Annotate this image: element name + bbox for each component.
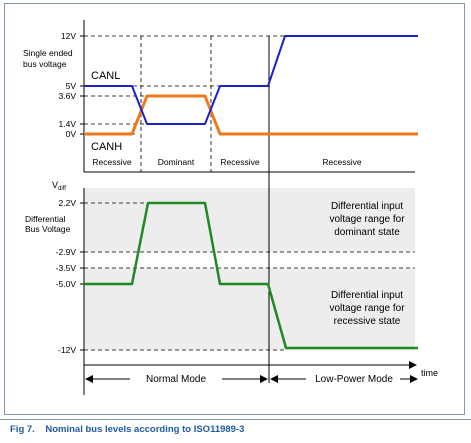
differential-trace	[84, 201, 418, 350]
bottom-grid	[84, 202, 415, 351]
low-power-mode-label: Low-Power Mode	[315, 374, 393, 385]
normal-mode-label: Normal Mode	[146, 374, 206, 385]
tick-label-minus-2-9v: -2.9V	[56, 247, 77, 257]
time-axis-label: time	[421, 368, 438, 378]
dominant-range-note-line1: Differential input	[331, 201, 403, 212]
vdiff-axis-title: Vdiff	[52, 180, 66, 192]
top-axis-title-line2: bus voltage	[23, 59, 67, 69]
figure-caption: Fig 7. Nominal bus levels according to I…	[10, 424, 245, 435]
bottom-side-label-line1: Differential	[25, 214, 66, 224]
tick-label-5v: 5V	[66, 81, 77, 91]
tick-label-0v: 0V	[66, 129, 77, 139]
canl-label: CANL	[91, 70, 120, 82]
tick-label-12v: 12V	[61, 31, 76, 41]
canh-label: CANH	[91, 141, 122, 153]
tick-label-2-2v: 2.2V	[59, 198, 77, 208]
bottom-y-tick-marks	[80, 202, 84, 351]
canl-trace	[84, 35, 418, 125]
tick-label-minus-5-0v: -5.0V	[56, 279, 77, 289]
bus-levels-figure: Single ended bus voltage 12V 5V 3.6V 1.4…	[23, 20, 438, 395]
top-axis-title-line1: Single ended	[23, 48, 73, 58]
tick-label-minus-12v: -12V	[58, 345, 76, 355]
phase-dividers	[140, 36, 212, 172]
dominant-range-note-line2: voltage range for	[329, 214, 405, 225]
recessive-range-note-line3: recessive state	[334, 316, 401, 327]
state-label-dominant: Dominant	[158, 157, 195, 167]
top-y-tick-marks	[80, 35, 84, 135]
recessive-range-note-line1: Differential input	[331, 290, 403, 301]
recessive-range-band	[84, 268, 415, 350]
state-label-recessive-3: Recessive	[322, 157, 361, 167]
tick-label-3-6v: 3.6V	[59, 91, 77, 101]
dominant-range-note-line3: dominant state	[334, 227, 400, 238]
state-label-recessive-2: Recessive	[220, 157, 259, 167]
tick-label-1-4v: 1.4V	[59, 119, 77, 129]
recessive-range-note-line2: voltage range for	[329, 303, 405, 314]
figure-frame	[4, 3, 465, 415]
tick-label-minus-3-5v: -3.5V	[56, 263, 77, 273]
canh-trace	[84, 94, 418, 136]
state-label-recessive-1: Recessive	[92, 157, 131, 167]
figure-caption-bar: Fig 7. Nominal bus levels according to I…	[0, 419, 471, 442]
bottom-side-label-line2: Bus Voltage	[25, 224, 71, 234]
